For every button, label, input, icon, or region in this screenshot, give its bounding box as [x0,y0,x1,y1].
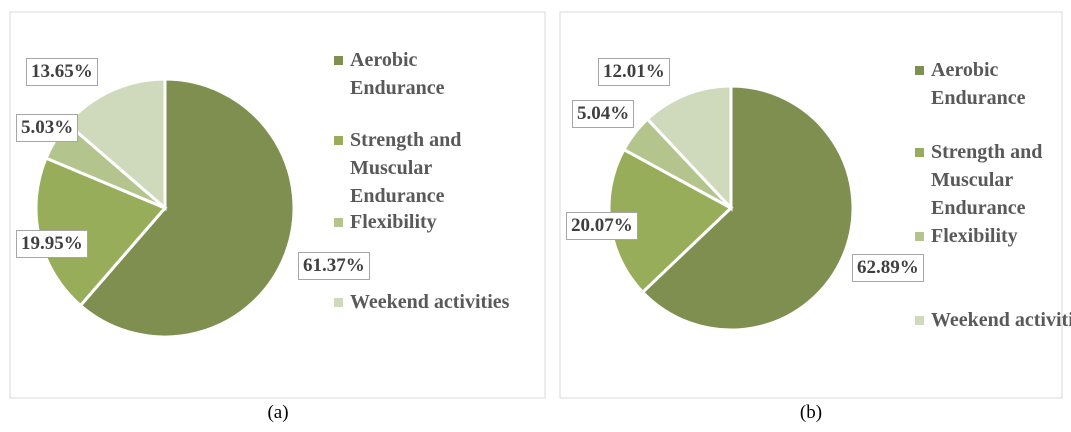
caption: (b) [799,402,823,423]
caption: (a) [267,402,289,423]
value-label: 20.07% [566,212,638,240]
legend-label: Weekend activities [931,309,1071,331]
legend-label: Flexibility [350,211,437,233]
legend-swatch [334,136,343,145]
pie-slice [78,77,296,339]
legend-swatch [915,66,924,75]
legend-label: Weekend activities [350,291,510,313]
legend-label: Strength and Muscular Endurance [350,129,462,207]
legend-label: Aerobic Endurance [931,59,1026,109]
legend-swatch [915,232,924,241]
legend-label: Flexibility [931,225,1018,247]
legend-swatch [915,316,924,325]
legend-swatch [334,218,343,227]
legend-label: Strength and Muscular Endurance [931,141,1043,219]
value-label: 19.95% [16,230,88,258]
value-label: 12.01% [598,58,670,86]
legend-swatch [334,56,343,65]
value-label: 5.04% [572,100,635,128]
value-label: 62.89% [852,254,924,282]
legend-label: Aerobic Endurance [350,49,445,99]
pie-slice [640,84,855,332]
pie-slice [645,84,733,212]
value-label: 13.65% [26,58,98,86]
legend-swatch [915,148,924,157]
value-label: 61.37% [298,252,370,280]
legend-swatch [334,298,343,307]
value-label: 5.03% [16,114,79,142]
